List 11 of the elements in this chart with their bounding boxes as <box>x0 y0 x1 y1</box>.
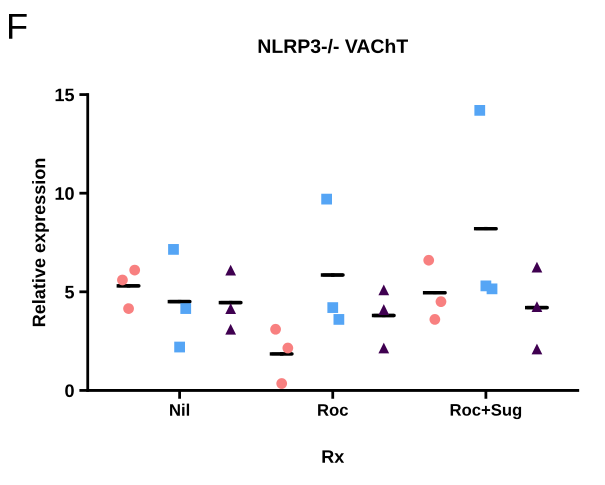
text: F <box>9 14 27 39</box>
y-tick-label: 5 <box>65 286 74 299</box>
x-tick-label: Roc+Sug <box>450 404 522 420</box>
y-tick-label: 0 <box>65 384 74 398</box>
x-tick-label: Nil <box>170 404 190 416</box>
y-axis-title: Relative expression <box>32 158 49 326</box>
y-tick-label: 15 <box>56 88 74 102</box>
x-tick-label: Roc <box>318 404 348 416</box>
x-axis-title: Rx <box>322 450 344 463</box>
y-tick-label: 10 <box>56 187 74 200</box>
chart-title: NLRP3-/- VAChT <box>258 38 408 54</box>
